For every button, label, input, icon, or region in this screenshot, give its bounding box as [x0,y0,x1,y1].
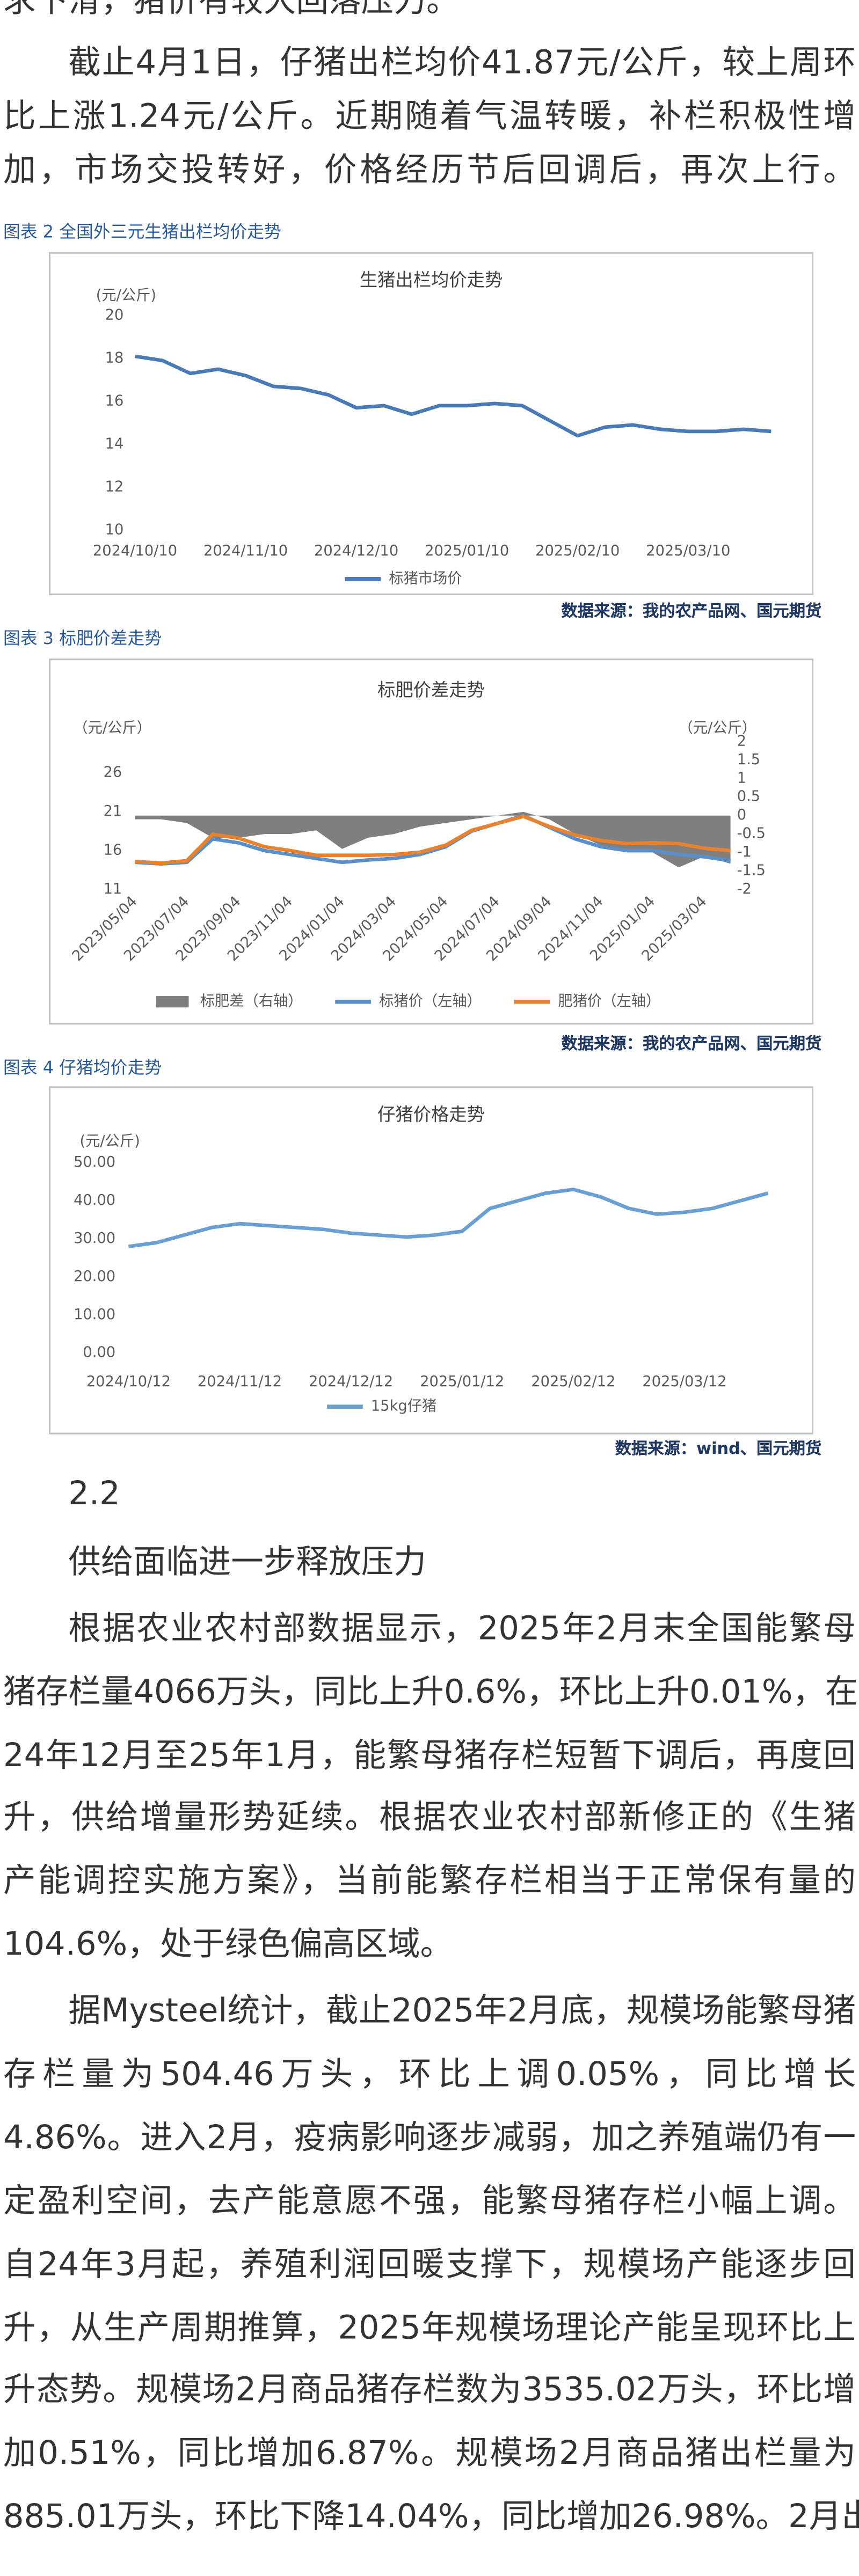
y2-axis-label: （元/公斤） [679,720,757,736]
y-axis-label: (元/公斤) [96,287,156,304]
y-tick-label: 21 [104,803,122,819]
line-series [128,1187,769,1248]
x-tick-label: 2025/02/12 [531,1373,615,1390]
paragraph-line: 存栏量为504.46万头，环比上调0.05%，同比增长 [3,2053,856,2093]
x-tick-label: 2025/02/10 [535,543,620,559]
paragraph-line: 定盈利空间，去产能意愿不强，能繁母猪存栏小幅上调。 [3,2180,856,2220]
paragraph-line: 截止4月1日，仔猪出栏均价41.87元/公斤，较上周环 [68,42,856,82]
y-tick-label: 20.00 [74,1268,115,1285]
paragraph-line: 升，供给增量形势延续。根据农业农村部新修正的《生猪 [3,1797,856,1837]
area-series [135,811,731,868]
x-tick-label: 2024/10/12 [86,1373,171,1390]
paragraph-line: 升，从生产周期推算，2025年规模场理论产能呈现环比上 [3,2307,856,2346]
figure-caption: 图表 2 全国外三元生猪出栏均价走势 [3,223,281,243]
lead-fragment: 求下滑，猪价有较大回落压力。 [3,0,459,20]
legend-swatch [156,996,189,1008]
y-tick-label: 30.00 [74,1230,115,1247]
paragraph-line: 升态势。规模场2月商品猪存栏数为3535.02万头，环比增 [3,2370,856,2410]
paragraph-line: 4.86%。进入2月，疫病影响逐步减弱，加之养殖端仍有一 [3,2117,856,2156]
y-tick-label: 16 [105,392,124,409]
data-source: 数据来源：我的农产品网、国元期货 [561,603,822,621]
y2-tick-label: 1.5 [737,751,760,768]
y2-tick-label: -1 [737,844,752,860]
chart-title: 生猪出栏均价走势 [360,269,503,290]
x-tick-label: 2025/03/12 [642,1373,726,1390]
paragraph-line: 自24年3月起，养殖利润回暖支撑下，规模场产能逐步回 [3,2243,856,2283]
line-series [135,354,771,438]
y2-tick-label: 2 [737,733,746,749]
paragraph-line: 根据农业农村部数据显示，2025年2月末全国能繁母 [68,1608,856,1648]
legend-label: 标肥差（右轴） [200,993,303,1009]
section-number: 2.2 [68,1473,120,1513]
x-tick-label: 2024/11/12 [198,1373,282,1390]
paragraph-line: 104.6%，处于绿色偏高区域。 [3,1923,453,1963]
figure-caption: 图表 4 仔猪均价走势 [3,1058,162,1079]
chart-frame: 生猪出栏均价走势 (元/公斤) 10 12 14 16 18 20 2024/10/10 2024… [48,252,814,596]
x-tick-label: 2024/12/12 [309,1373,393,1390]
y2-tick-label: -1.5 [737,862,766,879]
chart: 生猪出栏均价走势 (元/公斤) 10 12 14 16 18 20 2024/10/10 2024… [93,269,771,587]
chart-title: 仔猪价格走势 [377,1104,485,1125]
y-axis-label: （元/公斤） [73,720,151,736]
y2-tick-label: 1 [737,770,746,786]
paragraph-line: 加0.51%，同比增加6.87%。规模场2月商品猪出栏量为 [3,2433,856,2472]
chart-frame: 仔猪价格走势 (元/公斤) 0.00 10.00 20.00 30.00 40.00 50.0… [48,1086,814,1435]
legend-label: 标猪市场价 [389,570,462,587]
paragraph-line: 比上涨1.24元/公斤。近期随着气温转暖，补栏积极性增 [3,96,856,135]
chart: 标肥价差走势（元/公斤） （元/公斤）11162126-2-1.5-1-0.500… [69,679,766,1009]
line-series [135,814,731,865]
y-tick-label: 11 [104,881,122,897]
figure-caption: 图表 3 标肥价差走势 [3,629,162,649]
chart: 仔猪价格走势 (元/公斤) 0.00 10.00 20.00 30.00 40.00 50.0… [74,1104,769,1415]
y-tick-label: 0.00 [83,1344,115,1361]
paragraph-line: 885.01万头，环比下降14.04%，同比增加26.98%。2月出 [3,2497,859,2536]
y-tick-label: 16 [104,842,122,859]
y-tick-label: 10.00 [74,1306,115,1323]
x-tick-label: 2025/01/10 [425,543,509,559]
y-tick-label: 14 [105,435,124,452]
y-tick-label: 10 [105,521,124,538]
y-tick-label: 26 [104,764,122,780]
data-source: 数据来源：我的农产品网、国元期货 [561,1036,822,1054]
paragraph-line: 加，市场交投转好，价格经历节后回调后，再次上行。 [3,149,856,189]
legend-label: 肥猪价（左轴） [558,993,660,1009]
y-tick-label: 12 [105,478,124,495]
x-tick-label: 2025/01/12 [420,1373,504,1390]
y2-tick-label: 0 [737,807,746,823]
data-source: 数据来源：wind、国元期货 [615,1440,822,1459]
y-axis-label: (元/公斤) [79,1133,140,1150]
y-tick-label: 40.00 [74,1192,115,1209]
y2-tick-label: -0.5 [737,825,766,842]
y-tick-label: 20 [105,306,124,323]
legend-label: 15kg仔猪 [371,1398,436,1415]
y-tick-label: 18 [105,349,124,366]
x-tick-label: 2024/10/10 [93,543,177,559]
paragraph-line: 据Mysteel统计，截止2025年2月底，规模场能繁母猪 [68,1990,856,2030]
x-tick-label: 2024/11/10 [203,543,288,559]
y2-tick-label: 0.5 [737,788,760,805]
x-tick-label: 2025/03/10 [646,543,730,559]
paragraph-line: 24年12月至25年1月，能繁母猪存栏短暂下调后，再度回 [3,1735,856,1774]
section-title: 供给面临进一步释放压力 [68,1541,426,1581]
paragraph-line: 猪存栏量4066万头，同比上升0.6%，环比上升0.01%，在 [3,1671,858,1711]
chart-frame: 标肥价差走势 （元/公斤） （元/公斤） 11 16 21 26 -2 -1.5 -1 -0.5 0 0… [48,658,814,1025]
chart-title: 标肥价差走势 [377,679,485,700]
y2-tick-label: -2 [737,881,752,897]
line-series [135,814,731,866]
legend-label: 标猪价（左轴） [379,993,482,1009]
y-tick-label: 50.00 [74,1154,115,1170]
paragraph-line: 产能调控实施方案》，当前能繁存栏相当于正常保有量的 [3,1861,856,1900]
x-tick-label: 2024/12/10 [314,543,398,559]
